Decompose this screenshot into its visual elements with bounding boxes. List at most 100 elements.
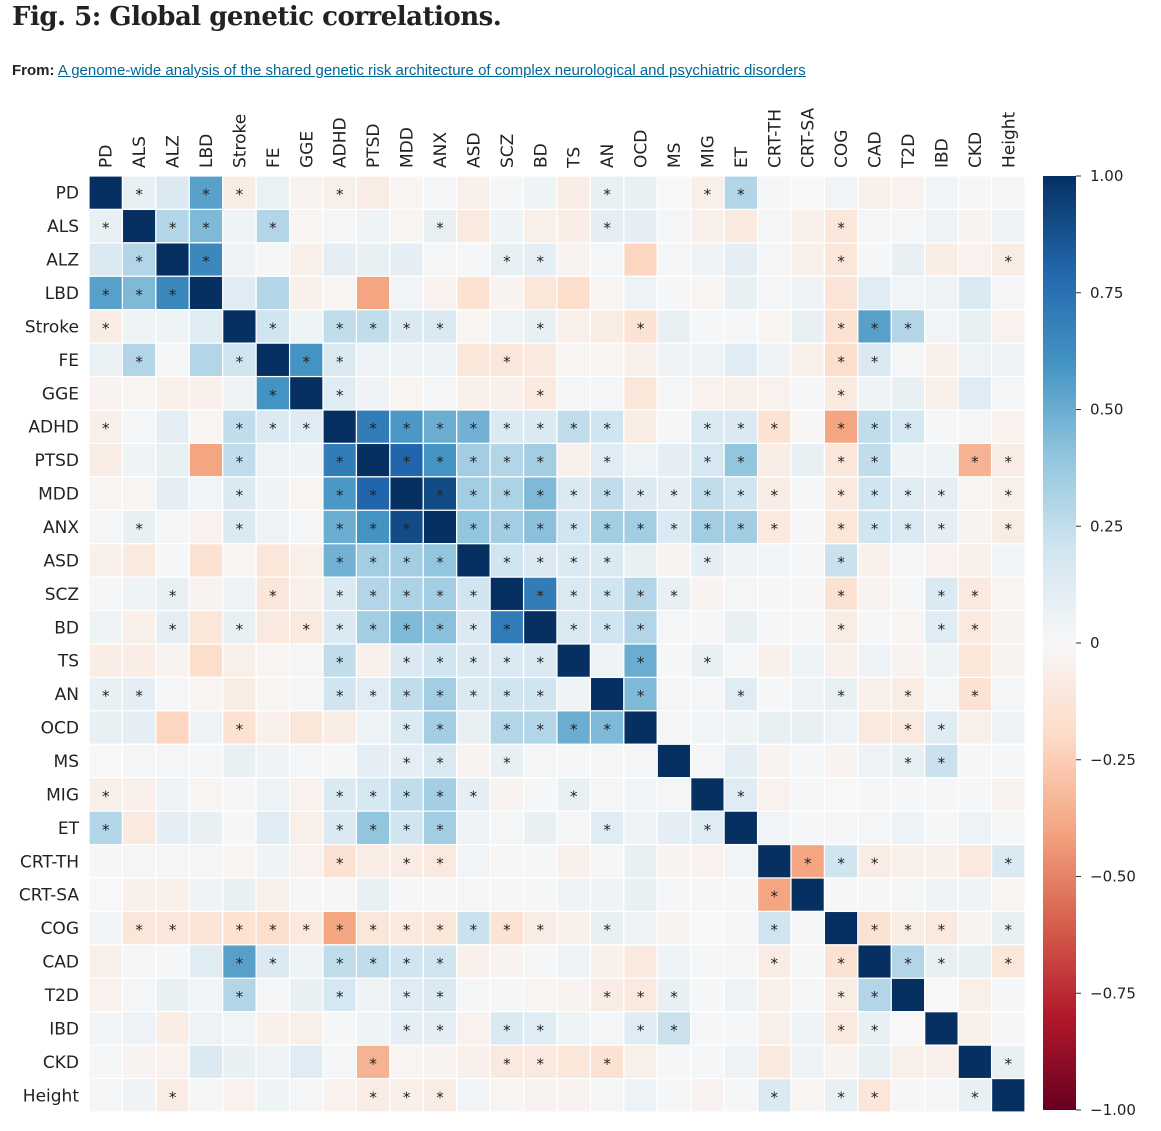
heatmap-cell — [623, 242, 658, 277]
significance-marker: * — [436, 921, 444, 939]
heatmap-cell — [255, 175, 291, 211]
significance-marker: * — [436, 1088, 444, 1106]
significance-marker: * — [871, 453, 879, 471]
heatmap-cell — [723, 208, 759, 244]
heatmap-cell — [589, 175, 625, 211]
heatmap-cell — [155, 442, 190, 478]
heatmap-cell — [990, 576, 1026, 612]
heatmap-cell — [890, 543, 926, 578]
heatmap-cell — [88, 476, 124, 511]
heatmap-cell — [188, 609, 224, 645]
significance-marker: * — [336, 687, 344, 705]
heatmap-cell — [489, 275, 525, 311]
heatmap-cell — [589, 676, 625, 712]
column-label: GGE — [297, 131, 317, 168]
significance-marker: * — [236, 620, 244, 638]
column-label: CRT-SA — [799, 107, 819, 168]
significance-marker: * — [135, 286, 143, 304]
heatmap-cell — [255, 843, 291, 879]
heatmap-cell — [222, 442, 257, 478]
heatmap-cell — [623, 342, 658, 378]
significance-marker: * — [436, 821, 444, 839]
heatmap-cell — [790, 977, 826, 1013]
heatmap-cell — [990, 609, 1026, 645]
heatmap-cell — [690, 743, 725, 779]
heatmap-cell — [656, 309, 692, 344]
heatmap-cell — [188, 543, 224, 578]
heatmap-cell — [556, 576, 592, 612]
heatmap-cell — [589, 509, 625, 545]
heatmap-cell — [322, 409, 358, 445]
heatmap-cell — [924, 910, 959, 946]
heatmap-cell — [623, 1044, 658, 1080]
heatmap-cell — [489, 910, 525, 946]
significance-marker: * — [470, 520, 478, 538]
significance-marker: * — [670, 1021, 678, 1039]
heatmap-cell — [355, 1077, 391, 1113]
heatmap-cell — [88, 743, 124, 779]
significance-marker: * — [570, 520, 578, 538]
heatmap-cell — [924, 342, 959, 378]
heatmap-cell — [756, 309, 792, 344]
heatmap-cell — [422, 442, 458, 478]
heatmap-cell — [990, 643, 1026, 679]
heatmap-cell — [155, 877, 190, 913]
heatmap-cell — [288, 1011, 324, 1046]
heatmap-cell — [723, 777, 759, 812]
heatmap-cell — [255, 643, 291, 679]
heatmap-cell — [522, 208, 558, 244]
heatmap-cell — [222, 409, 257, 445]
heatmap-cell — [890, 242, 926, 277]
heatmap-cell — [790, 777, 826, 812]
heatmap-cell — [924, 843, 959, 879]
significance-marker: * — [704, 520, 712, 538]
heatmap-cell — [88, 442, 124, 478]
heatmap-cell — [456, 877, 491, 913]
heatmap-cell — [389, 476, 424, 511]
significance-marker: * — [503, 654, 511, 672]
heatmap-cell — [589, 977, 625, 1013]
significance-marker: * — [236, 520, 244, 538]
heatmap-cell — [890, 576, 926, 612]
heatmap-cell — [957, 643, 993, 679]
heatmap-cell — [723, 342, 759, 378]
heatmap-cell — [255, 476, 291, 511]
significance-marker: * — [938, 754, 946, 772]
heatmap-cell — [155, 944, 190, 979]
heatmap-cell — [88, 509, 124, 545]
significance-marker: * — [336, 353, 344, 371]
significance-marker: * — [570, 721, 578, 739]
heatmap-cell — [121, 409, 157, 445]
heatmap-cell — [155, 543, 190, 578]
significance-marker: * — [704, 453, 712, 471]
significance-marker: * — [603, 721, 611, 739]
significance-marker: * — [336, 821, 344, 839]
colorbar-tick-label: 0.75 — [1090, 284, 1123, 302]
heatmap-cell — [890, 877, 926, 913]
heatmap-cell — [656, 777, 692, 812]
heatmap-cell — [623, 543, 658, 578]
heatmap-cell — [489, 309, 525, 344]
significance-marker: * — [369, 1055, 377, 1073]
heatmap-cell — [924, 1044, 959, 1080]
heatmap-cell — [589, 743, 625, 779]
significance-marker: * — [971, 1088, 979, 1106]
heatmap-cell — [623, 208, 658, 244]
heatmap-cell — [990, 777, 1026, 812]
heatmap-cell — [556, 910, 592, 946]
heatmap-cell — [88, 944, 124, 979]
article-link[interactable]: A genome-wide analysis of the shared gen… — [57, 62, 806, 79]
heatmap-cell — [823, 743, 859, 779]
heatmap-cell — [823, 643, 859, 679]
heatmap-cell — [456, 1011, 491, 1046]
heatmap-cell — [690, 609, 725, 645]
heatmap-cell — [723, 910, 759, 946]
significance-marker: * — [704, 821, 712, 839]
significance-marker: * — [938, 587, 946, 605]
heatmap-cell — [355, 242, 391, 277]
heatmap-cell — [222, 977, 257, 1013]
heatmap-cell — [255, 977, 291, 1013]
significance-marker: * — [169, 1088, 177, 1106]
heatmap-cell — [456, 509, 491, 545]
significance-marker: * — [537, 386, 545, 404]
